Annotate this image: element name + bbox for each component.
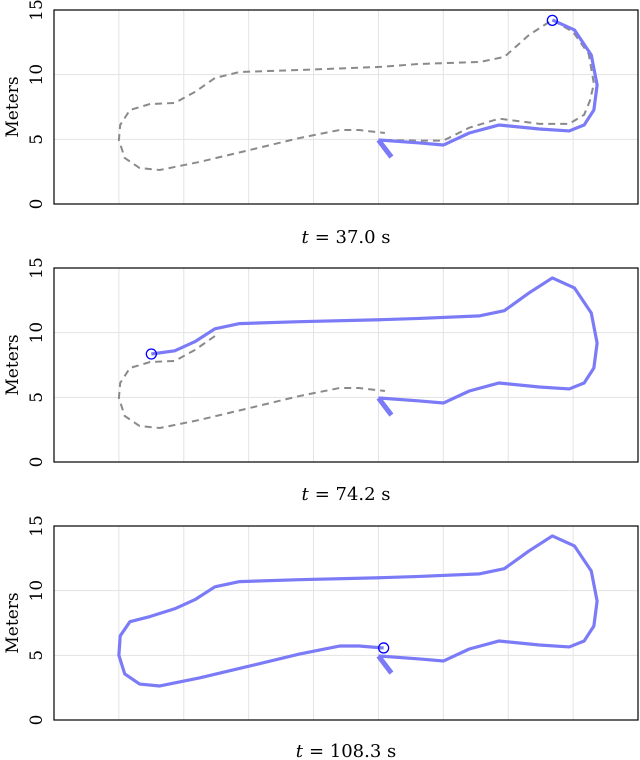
current-position-marker	[546, 14, 558, 26]
current-position-marker	[377, 642, 390, 654]
panel-3-caption: t = 108.3 s	[296, 741, 397, 760]
y-tick-label: 5	[27, 134, 47, 145]
y-axis-label: Meters	[3, 334, 23, 395]
y-tick-label: 5	[27, 392, 47, 403]
y-axis-label: Meters	[3, 592, 23, 653]
start-marker	[376, 396, 394, 417]
y-tick-label: 0	[27, 457, 47, 468]
panel-2: t = 74.2 s 0 5 10 15 Meters	[3, 257, 639, 505]
y-tick-label: 15	[27, 515, 47, 537]
current-position-marker	[145, 348, 157, 360]
traveled-path-line	[151, 276, 599, 405]
panel-2-caption: t = 74.2 s	[301, 484, 390, 505]
y-axis-label: Meters	[3, 76, 23, 137]
panel-3: t = 108.3 s 0 5 10 15 Meters	[3, 515, 639, 760]
start-marker	[376, 138, 394, 159]
start-marker	[376, 654, 394, 675]
y-tick-label: 10	[27, 322, 47, 344]
plot-frame	[53, 525, 639, 721]
y-tick-label: 5	[27, 650, 47, 661]
y-tick-label: 0	[27, 199, 47, 210]
y-tick-label: 15	[27, 257, 47, 279]
y-tick-label: 0	[27, 715, 47, 726]
planned-path-line	[117, 335, 386, 429]
y-tick-label: 10	[27, 64, 47, 86]
plot-frame	[53, 267, 639, 463]
y-tick-label: 15	[27, 0, 47, 21]
planned-path-line	[117, 18, 595, 171]
panel-1-caption: t = 37.0 s	[301, 227, 390, 248]
plot-frame	[53, 9, 639, 205]
panel-1: t = 37.0 s 0 5 10 15 Meters	[3, 0, 639, 248]
traveled-path-line	[117, 534, 599, 688]
traveled-path-line	[378, 18, 599, 147]
y-tick-label: 10	[27, 580, 47, 602]
